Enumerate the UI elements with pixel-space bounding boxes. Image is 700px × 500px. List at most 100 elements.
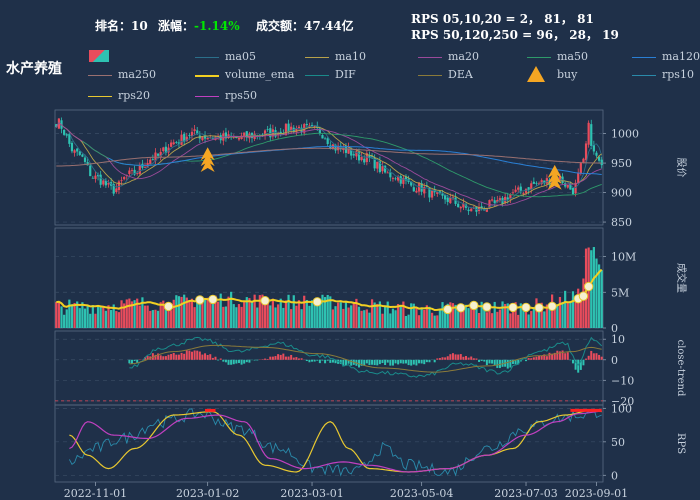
volume-bar <box>501 301 504 328</box>
candle-body <box>519 186 522 192</box>
volume-bar <box>258 295 261 328</box>
volume-bar <box>433 315 436 328</box>
candle-body <box>316 125 319 128</box>
macd-axis-label: 10 <box>611 333 625 346</box>
volume-bar <box>316 301 319 328</box>
candle-body <box>457 203 460 208</box>
volume-bar <box>261 294 264 328</box>
candle-body <box>284 123 288 136</box>
macd-histogram-bar <box>410 359 413 366</box>
x-tick-label: 2023-05-04 <box>390 487 453 500</box>
candle-body <box>412 187 415 192</box>
candle-body <box>162 147 165 152</box>
volume-bar <box>551 294 554 328</box>
macd-histogram-bar <box>548 352 551 360</box>
turnover-value: 47.44亿 <box>304 19 354 33</box>
volume-bar <box>532 307 535 328</box>
macd-histogram-bar <box>527 358 530 360</box>
macd-histogram-bar <box>243 359 246 364</box>
macd-histogram-bar <box>491 359 494 364</box>
macd-histogram-bar <box>282 353 285 360</box>
candle-body <box>269 128 272 138</box>
macd-histogram-bar <box>227 359 230 365</box>
rps-axis-label: 0 <box>611 469 618 482</box>
macd-histogram-bar <box>592 353 595 360</box>
volume-bar <box>511 304 515 328</box>
volume-bar <box>582 278 585 328</box>
macd-histogram-bar <box>551 353 554 360</box>
volume-bar <box>386 301 389 328</box>
volume-bar <box>175 295 178 328</box>
volume-ema-dot <box>469 300 479 311</box>
volume-bar <box>318 303 321 328</box>
volume-bar <box>368 312 371 328</box>
volume-bar <box>399 305 402 328</box>
legend-label-volume_ema: volume_ema <box>225 68 295 81</box>
macd-histogram-bar <box>170 354 173 360</box>
volume-bar <box>63 314 66 328</box>
volume-ema-dot <box>456 303 466 313</box>
buy-marker <box>547 164 562 178</box>
macd-histogram-bar <box>350 359 353 366</box>
macd-histogram-bar <box>136 359 139 363</box>
volume-bar <box>402 301 405 328</box>
volume-bar <box>365 309 368 328</box>
macd-histogram-bar <box>595 353 598 360</box>
legend-label-ma10: ma10 <box>335 50 366 63</box>
volume-bar <box>514 302 517 328</box>
candle-body <box>188 135 191 136</box>
legend-swatch-ma120 <box>632 57 656 58</box>
ma120-line <box>108 146 602 175</box>
candle-body <box>504 196 507 203</box>
volume-bar <box>89 313 92 328</box>
volume-bar <box>480 301 483 328</box>
candle-body <box>73 150 76 153</box>
volume-bar <box>404 316 408 328</box>
candle-body <box>558 176 562 180</box>
turnover: 成交额：47.44亿 <box>256 19 354 33</box>
volume-bar <box>543 311 546 328</box>
candle-body <box>70 142 74 152</box>
panel-frame-macd <box>54 330 604 406</box>
volume-bar <box>149 310 152 328</box>
volume-bar <box>436 315 439 328</box>
macd-histogram-bar <box>451 353 454 360</box>
candle-body <box>514 189 517 192</box>
candle-body <box>133 169 136 175</box>
volume-bar <box>339 302 342 328</box>
macd-histogram-bar <box>363 359 366 366</box>
candle-body <box>164 146 168 153</box>
candle-body <box>347 147 350 154</box>
volume-bar <box>571 291 575 328</box>
volume-bar <box>219 293 222 328</box>
volume-bar <box>574 297 577 328</box>
volume-bar <box>438 310 442 328</box>
candle-body <box>524 188 528 193</box>
macd-histogram-bar <box>404 359 407 364</box>
volume-ema-dot <box>208 294 218 305</box>
macd-histogram-bar <box>177 354 180 360</box>
volume-ema-dot <box>583 281 594 292</box>
candle-body <box>185 136 188 142</box>
candle-body <box>68 133 71 144</box>
macd-histogram-bar <box>462 356 465 360</box>
dif-line <box>129 336 603 378</box>
macd-histogram-bar <box>509 359 512 368</box>
candle-body <box>156 153 160 156</box>
candle-body <box>493 200 496 203</box>
volume-bar <box>579 292 582 328</box>
candle-body <box>530 183 533 190</box>
candle-body <box>196 130 199 135</box>
legend-swatch-ma50 <box>527 57 551 58</box>
candle-body <box>190 131 194 136</box>
candle-body <box>55 124 58 128</box>
macd-histogram-bar <box>175 354 178 360</box>
dea-line <box>129 344 602 373</box>
candle-body <box>203 135 207 139</box>
candle-body <box>404 176 408 181</box>
legend-label-rps50: rps50 <box>225 89 257 102</box>
volume-bar <box>376 303 379 328</box>
candle-body <box>308 125 311 127</box>
volume-bar <box>530 311 533 328</box>
volume-bar <box>110 310 113 328</box>
